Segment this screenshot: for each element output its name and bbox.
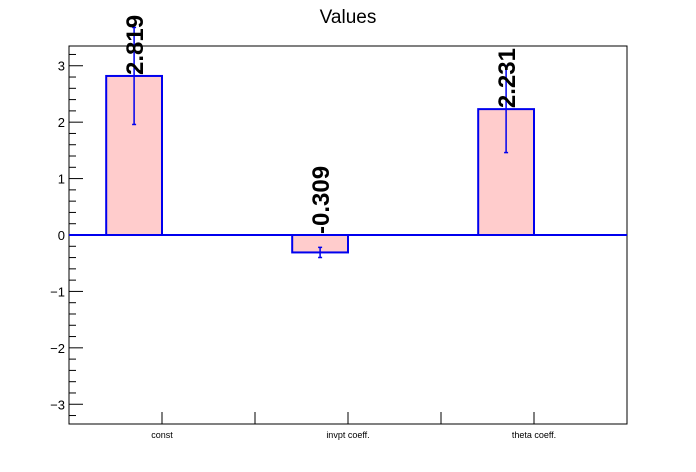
y-tick-label: 3: [58, 59, 65, 74]
y-tick-label: 0: [58, 228, 65, 243]
x-category-label: theta coeff.: [512, 430, 556, 440]
y-tick-label: −2: [50, 341, 65, 356]
x-category-label: invpt coeff.: [326, 430, 369, 440]
x-axis: const invpt coeff. theta coeff.: [151, 412, 556, 440]
data-label: -0.309: [308, 166, 335, 234]
y-tick-label: 1: [58, 172, 65, 187]
data-label: 2.819: [122, 15, 149, 75]
data-label: 2.231: [494, 48, 521, 108]
y-tick-label: −1: [50, 284, 65, 299]
data-labels: 2.819 -0.309 2.231: [122, 15, 521, 234]
y-axis: −3 −2 −1 0 1 2 3: [50, 53, 83, 417]
x-category-label: const: [151, 430, 173, 440]
error-bars: [132, 26, 509, 259]
y-tick-label: 2: [58, 115, 65, 130]
y-tick-label: −3: [50, 397, 65, 412]
chart-title: Values: [320, 7, 377, 28]
